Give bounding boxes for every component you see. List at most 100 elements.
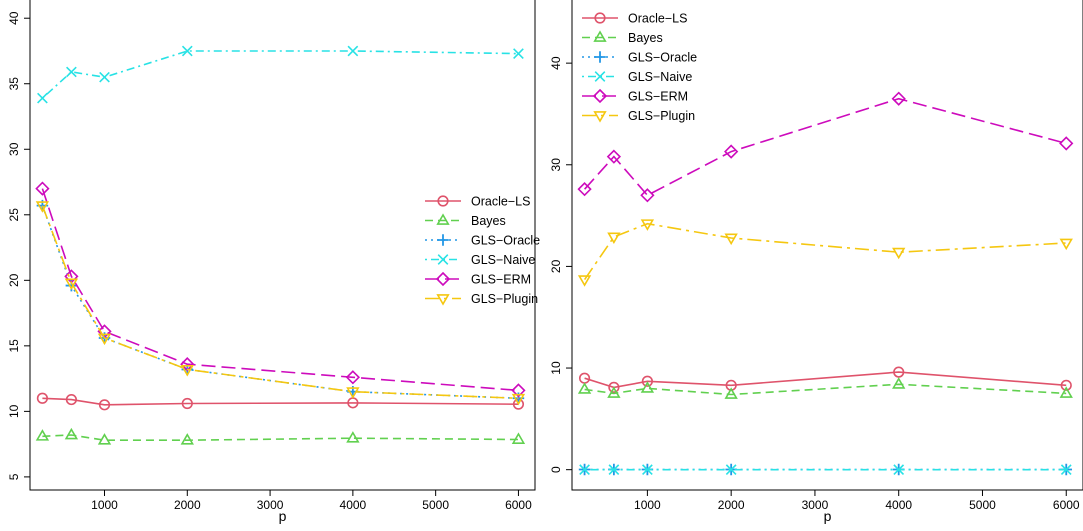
plus-icon — [437, 234, 449, 246]
data-point — [36, 392, 49, 404]
series-line — [41, 188, 519, 392]
x-tick-label: 2000 — [174, 498, 201, 512]
data-point — [181, 45, 193, 57]
data-point — [97, 333, 112, 346]
data-point — [640, 219, 655, 231]
series-gls-naive — [37, 45, 524, 104]
data-point — [724, 233, 738, 246]
series-bayes — [35, 427, 526, 445]
x-axis-label: p — [279, 508, 287, 524]
cross-icon — [594, 71, 606, 82]
series-gls-plugin — [577, 219, 1073, 287]
data-point — [98, 399, 111, 411]
series-gls-erm — [577, 91, 1074, 203]
panel-1: 1000 2000 3000 4000 5000 6000 5 10 15 20 25 30 35 40 p… — [7, 0, 540, 524]
series-line — [41, 205, 519, 400]
y-tick-label: 30 — [549, 158, 563, 172]
data-point — [608, 381, 620, 393]
y-tick-label: 35 — [7, 77, 21, 91]
legend-label: Bayes — [628, 31, 663, 45]
panel-2: 1000 2000 3000 4000 5000 6000 0 10 20 30 40 p Oracle… — [549, 0, 1083, 524]
x-tick-label: 4000 — [340, 498, 367, 512]
series-line — [584, 383, 1067, 396]
y-tick-label: 40 — [549, 56, 563, 70]
legend-label: GLS−ERM — [628, 90, 688, 104]
circle-icon — [594, 12, 606, 24]
cross-icon — [437, 254, 449, 265]
data-point — [181, 397, 193, 410]
data-point — [607, 386, 621, 398]
y-tick-label: 10 — [7, 404, 21, 418]
data-point — [511, 432, 526, 444]
legend-label: GLS−Oracle — [628, 51, 697, 65]
series-line — [41, 205, 519, 400]
triangle-down-icon — [436, 294, 450, 306]
data-point — [64, 427, 79, 440]
data-point — [640, 381, 655, 393]
y-tick-label: 15 — [7, 339, 21, 353]
y-tick-label: 25 — [7, 208, 21, 222]
data-point — [511, 383, 526, 398]
data-point — [37, 92, 48, 104]
legend-label: Oracle−LS — [471, 195, 530, 209]
data-point — [346, 387, 360, 399]
x-tick-label: 5000 — [422, 498, 449, 512]
x-tick-label: 6000 — [1053, 498, 1080, 512]
legend-label: Bayes — [471, 214, 506, 228]
y-tick-label: 20 — [549, 259, 563, 273]
y-tick-label: 10 — [549, 361, 563, 375]
data-point — [724, 144, 739, 159]
data-point — [893, 464, 905, 476]
series-line — [41, 50, 519, 99]
y-tick-label: 30 — [7, 142, 21, 156]
data-point — [1059, 238, 1073, 251]
plus-icon — [594, 51, 606, 63]
data-point — [641, 375, 653, 387]
series-oracle-ls — [36, 392, 525, 411]
data-point — [66, 66, 77, 78]
data-point — [97, 433, 112, 445]
legend-label: Oracle−LS — [628, 12, 687, 26]
series-gls-oracle — [36, 199, 525, 405]
legend-label: GLS−Naive — [628, 70, 692, 84]
y-tick-label: 20 — [7, 273, 21, 287]
x-tick-label: 1000 — [91, 498, 118, 512]
data-point — [1059, 136, 1074, 151]
data-point — [577, 382, 592, 394]
data-point — [724, 387, 738, 399]
x-axis-label: p — [824, 508, 832, 524]
series-line — [584, 371, 1067, 389]
legend-label: GLS−Plugin — [628, 109, 695, 123]
data-point — [607, 232, 621, 245]
x-tick-label: 2000 — [718, 498, 745, 512]
data-point — [578, 372, 591, 384]
data-point — [180, 365, 194, 377]
y-tick-label: 5 — [7, 473, 21, 480]
data-point — [608, 464, 620, 476]
data-point — [345, 370, 361, 385]
series-line — [42, 397, 519, 406]
legend-label: GLS−ERM — [471, 273, 531, 287]
data-point — [891, 91, 906, 106]
x-tick-label: 5000 — [969, 498, 996, 512]
data-point — [35, 429, 50, 441]
data-point — [577, 275, 592, 287]
data-point — [347, 45, 359, 57]
data-point — [892, 247, 906, 260]
triangle-up-icon — [436, 213, 450, 225]
series-bayes — [577, 377, 1073, 399]
data-point — [642, 464, 653, 476]
data-point — [579, 464, 590, 476]
data-point — [65, 393, 77, 406]
triangle-down-icon — [593, 111, 607, 123]
data-point — [35, 201, 50, 213]
series-line — [42, 434, 519, 442]
data-point — [346, 431, 360, 443]
data-point — [511, 393, 526, 406]
x-tick-label: 4000 — [885, 498, 912, 512]
diamond-icon — [435, 271, 451, 287]
data-point — [1060, 379, 1072, 391]
legend: Oracle−LS Bayes GLS−Oracle GLS−Naive GLS−ERM… — [582, 12, 697, 123]
